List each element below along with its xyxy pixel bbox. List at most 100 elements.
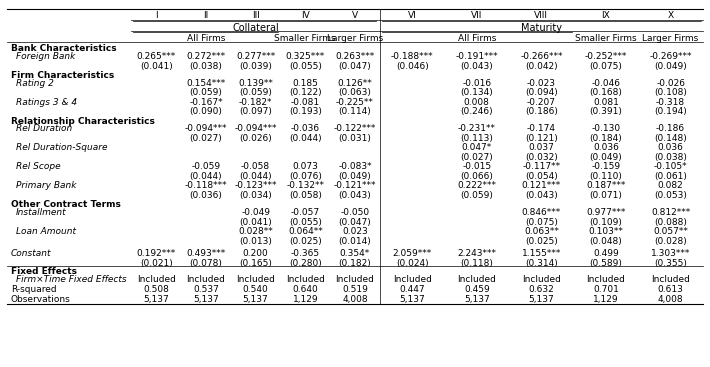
Text: Maturity: Maturity — [521, 23, 562, 33]
Text: Included: Included — [522, 275, 561, 284]
Text: -0.057: -0.057 — [290, 208, 320, 217]
Text: -0.159: -0.159 — [591, 163, 621, 171]
Text: 0.063**: 0.063** — [524, 228, 559, 236]
Text: -0.123***: -0.123*** — [234, 181, 277, 190]
Text: Included: Included — [336, 275, 374, 284]
Text: III: III — [251, 11, 260, 20]
Text: Rel Duration-Square: Rel Duration-Square — [16, 143, 107, 152]
Text: (0.076): (0.076) — [289, 172, 322, 181]
Text: (0.024): (0.024) — [396, 259, 428, 268]
Text: 0.272***: 0.272*** — [186, 52, 226, 61]
Text: 0.540: 0.540 — [243, 285, 268, 294]
Text: (0.108): (0.108) — [654, 88, 687, 98]
Text: -0.182*: -0.182* — [239, 98, 273, 106]
Text: -0.059: -0.059 — [191, 163, 221, 171]
Text: 2.059***: 2.059*** — [393, 250, 432, 258]
Text: Relationship Characteristics: Relationship Characteristics — [11, 117, 155, 126]
Text: 5,137: 5,137 — [528, 295, 555, 304]
Text: (0.043): (0.043) — [525, 192, 558, 200]
Text: -0.046: -0.046 — [591, 79, 621, 88]
Text: (0.058): (0.058) — [289, 192, 322, 200]
Text: -0.167*: -0.167* — [189, 98, 223, 106]
Text: (0.013): (0.013) — [239, 237, 272, 246]
Text: (0.088): (0.088) — [654, 218, 687, 227]
Text: -0.023: -0.023 — [527, 79, 556, 88]
Text: Larger Firms: Larger Firms — [643, 34, 699, 43]
Text: 0.493***: 0.493*** — [186, 250, 226, 258]
Text: (0.110): (0.110) — [589, 172, 623, 181]
Text: 0.640: 0.640 — [293, 285, 318, 294]
Text: 0.036: 0.036 — [593, 143, 619, 152]
Text: (0.165): (0.165) — [239, 259, 272, 268]
Text: -0.081: -0.081 — [290, 98, 320, 106]
Text: Installment: Installment — [16, 208, 66, 217]
Text: 0.701: 0.701 — [593, 285, 619, 294]
Text: (0.059): (0.059) — [239, 88, 272, 98]
Text: (0.193): (0.193) — [289, 108, 322, 116]
Text: (0.109): (0.109) — [589, 218, 623, 227]
Text: Other Contract Terms: Other Contract Terms — [11, 200, 121, 210]
Text: (0.134): (0.134) — [460, 88, 493, 98]
Text: (0.021): (0.021) — [140, 259, 173, 268]
Text: -0.174: -0.174 — [527, 124, 556, 134]
Text: (0.391): (0.391) — [589, 108, 623, 116]
Text: Observations: Observations — [11, 295, 70, 304]
Text: R-squared: R-squared — [11, 285, 56, 294]
Text: (0.186): (0.186) — [525, 108, 558, 116]
Text: VIII: VIII — [535, 11, 548, 20]
Text: (0.044): (0.044) — [239, 172, 272, 181]
Text: 0.447: 0.447 — [399, 285, 425, 294]
Text: -0.191***: -0.191*** — [455, 52, 498, 61]
Text: -0.132**: -0.132** — [286, 181, 324, 190]
Text: 1,129: 1,129 — [593, 295, 619, 304]
Text: (0.031): (0.031) — [339, 134, 371, 143]
Text: -0.186: -0.186 — [656, 124, 685, 134]
Text: 0.126**: 0.126** — [338, 79, 372, 88]
Text: 0.632: 0.632 — [528, 285, 555, 294]
Text: (0.055): (0.055) — [289, 218, 322, 227]
Text: 0.846***: 0.846*** — [522, 208, 561, 217]
Text: All Firms: All Firms — [187, 34, 225, 43]
Text: (0.043): (0.043) — [339, 192, 371, 200]
Text: (0.034): (0.034) — [239, 192, 272, 200]
Text: IX: IX — [601, 11, 611, 20]
Text: -0.266***: -0.266*** — [520, 52, 562, 61]
Text: Bank Characteristics: Bank Characteristics — [11, 44, 116, 53]
Text: 0.187***: 0.187*** — [586, 181, 626, 190]
Text: (0.097): (0.097) — [239, 108, 272, 116]
Text: -0.050: -0.050 — [340, 208, 370, 217]
Text: Rating 2: Rating 2 — [16, 79, 53, 88]
Text: 0.036: 0.036 — [657, 143, 684, 152]
Text: (0.054): (0.054) — [525, 172, 558, 181]
Text: (0.028): (0.028) — [654, 237, 687, 246]
Text: 1.155***: 1.155*** — [522, 250, 561, 258]
Text: (0.044): (0.044) — [289, 134, 322, 143]
Text: (0.025): (0.025) — [289, 237, 322, 246]
Text: 0.073: 0.073 — [293, 163, 318, 171]
Text: 5,137: 5,137 — [464, 295, 490, 304]
Text: (0.063): (0.063) — [339, 88, 371, 98]
Text: -0.225**: -0.225** — [336, 98, 374, 106]
Text: Included: Included — [137, 275, 175, 284]
Text: Firm×Time Fixed Effects: Firm×Time Fixed Effects — [16, 275, 126, 284]
Text: II: II — [203, 11, 209, 20]
Text: 0.082: 0.082 — [657, 181, 684, 190]
Text: X: X — [667, 11, 674, 20]
Text: 0.459: 0.459 — [464, 285, 490, 294]
Text: 0.265***: 0.265*** — [136, 52, 176, 61]
Text: (0.078): (0.078) — [190, 259, 222, 268]
Text: 2.243***: 2.243*** — [457, 250, 496, 258]
Text: 0.121***: 0.121*** — [522, 181, 561, 190]
Text: -0.118***: -0.118*** — [185, 181, 227, 190]
Text: Fixed Effects: Fixed Effects — [11, 268, 77, 276]
Text: (0.066): (0.066) — [460, 172, 493, 181]
Text: 0.008: 0.008 — [464, 98, 490, 106]
Text: -0.049: -0.049 — [241, 208, 270, 217]
Text: -0.016: -0.016 — [462, 79, 491, 88]
Text: 4,008: 4,008 — [657, 295, 684, 304]
Text: (0.053): (0.053) — [654, 192, 687, 200]
Text: -0.207: -0.207 — [527, 98, 556, 106]
Text: -0.015: -0.015 — [462, 163, 491, 171]
Text: (0.046): (0.046) — [395, 62, 429, 70]
Text: 0.977***: 0.977*** — [586, 208, 626, 217]
